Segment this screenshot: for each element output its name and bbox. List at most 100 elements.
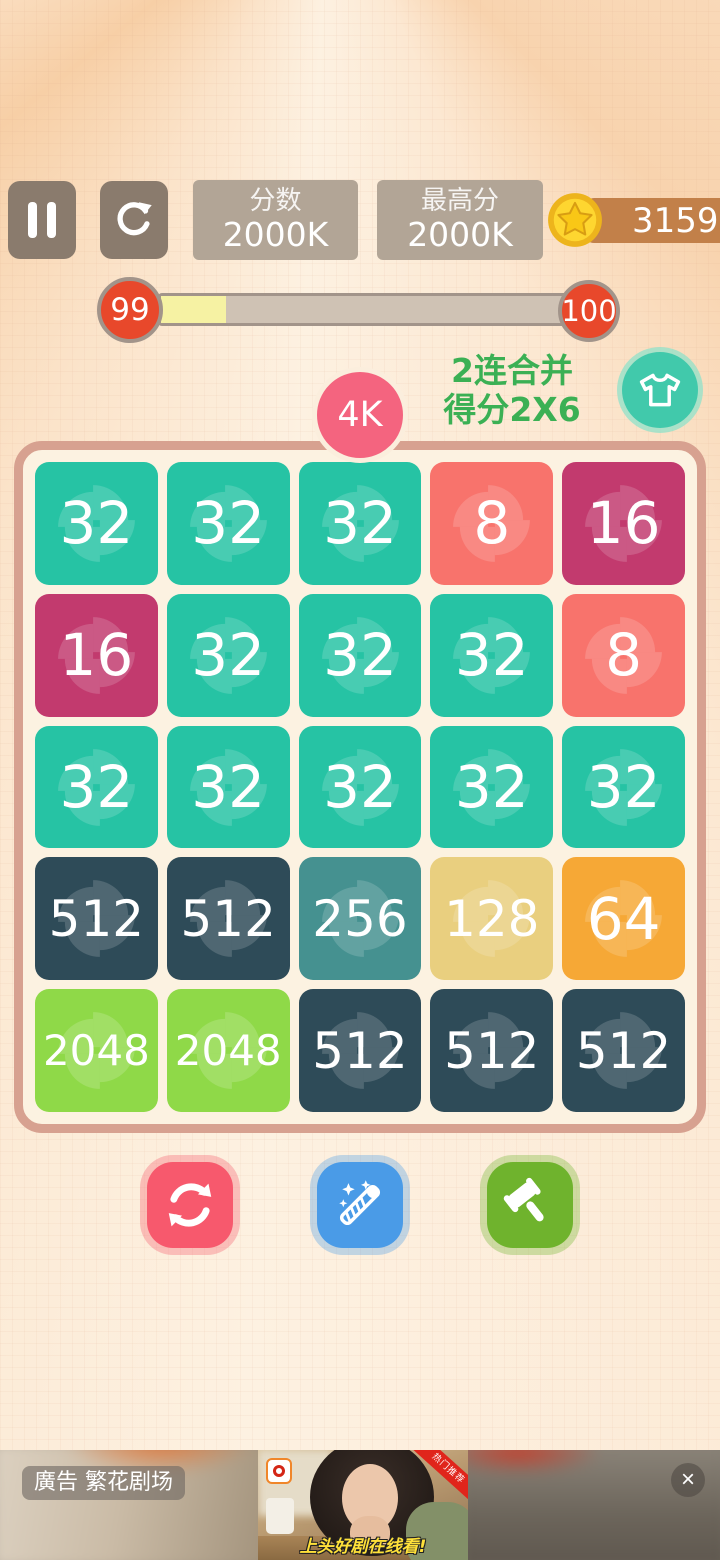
skin-button[interactable]: [622, 352, 698, 428]
score-value: 2000K: [222, 215, 329, 254]
tile-value: 2048: [174, 1026, 282, 1076]
ad-banner[interactable]: 热门推荐 上头好剧在线看! 廣告 繁花剧场 ×: [0, 1450, 720, 1560]
magic-wand-icon: [339, 1180, 381, 1226]
tile-32[interactable]: 32: [35, 462, 158, 585]
coin-icon: [548, 193, 602, 247]
tile-512[interactable]: 512: [35, 857, 158, 981]
current-level-badge: 99: [97, 277, 163, 343]
tile-32[interactable]: 32: [166, 593, 290, 717]
combo-hint: 2连合并 得分2X6: [427, 351, 597, 429]
coin-count: 3159: [632, 200, 719, 241]
shuffle-button[interactable]: [147, 1162, 233, 1248]
tile-32[interactable]: 32: [298, 462, 422, 585]
pause-icon: [28, 202, 37, 238]
tile-2048[interactable]: 2048: [166, 989, 290, 1112]
pinwheel-pattern: [57, 616, 135, 694]
pinwheel-pattern: [585, 880, 662, 958]
best-score-panel: 最高分 2000K: [377, 180, 543, 260]
tile-32[interactable]: 32: [166, 462, 290, 585]
tile-value: 32: [586, 752, 661, 821]
tile-16[interactable]: 16: [35, 593, 158, 717]
shuffle-icon: [168, 1183, 212, 1227]
pinwheel-pattern: [585, 748, 662, 826]
tile-value: 32: [323, 489, 397, 558]
hammer-button[interactable]: [487, 1162, 573, 1248]
tile-value: 16: [586, 489, 661, 558]
tile-64[interactable]: 64: [562, 857, 685, 981]
tile-512[interactable]: 512: [430, 989, 554, 1112]
restart-button[interactable]: [100, 181, 168, 259]
tile-512[interactable]: 512: [562, 989, 685, 1112]
pinwheel-pattern: [453, 1012, 531, 1089]
tile-value: 32: [454, 752, 529, 821]
tile-32[interactable]: 32: [35, 725, 158, 849]
pause-button[interactable]: [8, 181, 76, 259]
level-progress-track: [158, 293, 598, 326]
tile-value: 32: [59, 752, 134, 821]
next-level-badge: 100: [558, 280, 620, 342]
pinwheel-pattern: [189, 880, 267, 958]
magic-wand-button[interactable]: [317, 1162, 403, 1248]
tile-value: 32: [191, 621, 266, 690]
pinwheel-pattern: [57, 1012, 135, 1089]
pinwheel-pattern: [453, 484, 531, 562]
combo-hint-line1: 2连合并: [451, 351, 573, 390]
ad-mug: [266, 1498, 294, 1534]
pinwheel-pattern: [57, 880, 135, 958]
tile-value: 16: [59, 621, 134, 690]
tshirt-icon: [639, 373, 681, 407]
tile-128[interactable]: 128: [430, 857, 554, 981]
tile-value: 32: [454, 621, 529, 690]
score-label: 分数: [249, 186, 302, 216]
tile-32[interactable]: 32: [298, 725, 422, 849]
tile-value: 512: [444, 1021, 540, 1080]
coin-bar[interactable]: 3159: [584, 198, 720, 243]
tile-value: 512: [312, 1021, 408, 1080]
tile-32[interactable]: 32: [298, 593, 422, 717]
best-score-value: 2000K: [407, 215, 513, 254]
tile-value: 128: [444, 889, 540, 948]
restart-icon: [117, 202, 152, 236]
pinwheel-pattern: [321, 616, 399, 694]
best-score-label: 最高分: [420, 186, 499, 216]
tile-8[interactable]: 8: [430, 462, 554, 585]
ad-close-button[interactable]: ×: [671, 1463, 705, 1497]
pinwheel-pattern: [189, 748, 267, 826]
tile-value: 32: [323, 621, 397, 690]
tile-value: 512: [48, 889, 145, 948]
pinwheel-pattern: [453, 748, 531, 826]
tile-32[interactable]: 32: [430, 725, 554, 849]
pinwheel-pattern: [321, 880, 399, 958]
pinwheel-pattern: [585, 616, 662, 694]
tile-32[interactable]: 32: [430, 593, 554, 717]
tile-value: 32: [191, 489, 266, 558]
tile-32[interactable]: 32: [562, 725, 685, 849]
pinwheel-pattern: [453, 616, 531, 694]
tile-8[interactable]: 8: [562, 593, 685, 717]
pinwheel-pattern: [57, 484, 135, 562]
tile-value: 8: [605, 621, 643, 690]
tile-256[interactable]: 256: [298, 857, 422, 981]
pinwheel-pattern: [585, 484, 662, 562]
tile-512[interactable]: 512: [298, 989, 422, 1112]
tile-value: 32: [59, 489, 134, 558]
tile-512[interactable]: 512: [166, 857, 290, 981]
combo-hint-line2: 得分2X6: [443, 390, 581, 429]
tile-value: 64: [586, 884, 661, 953]
tile-value: 256: [312, 889, 408, 948]
tile-grid: 32 32 32 8 16 16 32 32 32 8 32 32 32 32 32 512 512 256 128…: [23, 450, 697, 1124]
tile-16[interactable]: 16: [562, 462, 685, 585]
ad-app-icon: [266, 1458, 292, 1484]
pinwheel-pattern: [321, 1012, 399, 1089]
pinwheel-pattern: [189, 616, 267, 694]
tile-32[interactable]: 32: [166, 725, 290, 849]
pinwheel-pattern: [321, 484, 399, 562]
tile-value: 2048: [42, 1026, 150, 1076]
hammer-icon: [503, 1177, 544, 1222]
tile-value: 8: [473, 489, 511, 558]
ad-caption: 上头好剧在线看!: [299, 1537, 427, 1557]
tile-2048[interactable]: 2048: [35, 989, 158, 1112]
ad-label: 廣告 繁花剧场: [22, 1466, 185, 1500]
ad-image[interactable]: 热门推荐 上头好剧在线看!: [258, 1450, 468, 1560]
pinwheel-pattern: [585, 1012, 663, 1090]
